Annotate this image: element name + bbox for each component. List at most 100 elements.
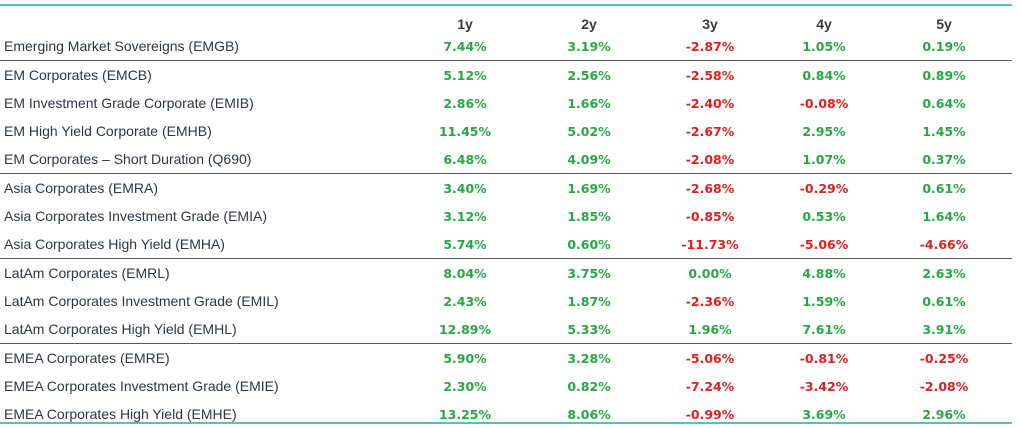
cell-3y: 0.00%: [648, 258, 772, 287]
row-label: LatAm Corporates High Yield (EMHL): [4, 321, 237, 337]
cell-1y: 12.89%: [438, 321, 492, 337]
cell-2y: 1.85%: [567, 208, 611, 224]
cell-2y: 5.02%: [567, 123, 611, 139]
cell-4y: 0.84%: [772, 60, 876, 89]
cell-5y: 0.64%: [922, 95, 966, 111]
cell-3y: -2.67%: [685, 123, 735, 139]
row-label: LatAm Corporates Investment Grade (EMIL): [4, 293, 279, 309]
table-row: Emerging Market Sovereigns (EMGB) 7.44% 3.…: [0, 32, 1012, 61]
cell-3y: -2.68%: [648, 173, 772, 202]
cell-2y: 1.69%: [530, 173, 648, 202]
cell-5y: 0.61%: [922, 293, 966, 309]
cell-1y: 5.12%: [400, 60, 530, 89]
table-row: Asia Corporates Investment Grade (EMIA) 3…: [0, 202, 1012, 230]
cell-1y: 5.90%: [400, 343, 530, 372]
cell-2y: 2.56%: [530, 60, 648, 89]
cell-5y: 0.89%: [876, 60, 1012, 89]
table-row: LatAm Corporates (EMRL) 8.04% 3.75% 0.00% 4.…: [0, 258, 1012, 287]
row-label: EM High Yield Corporate (EMHB): [4, 123, 212, 139]
cell-4y: 3.69%: [802, 406, 846, 422]
cell-3y: -2.08%: [685, 151, 735, 167]
cell-3y: -0.85%: [685, 208, 735, 224]
cell-5y: -2.08%: [919, 378, 969, 394]
cell-2y: 1.87%: [567, 293, 611, 309]
table-row: EM High Yield Corporate (EMHB) 11.45% 5.02…: [0, 117, 1012, 145]
cell-4y: -0.08%: [799, 95, 849, 111]
cell-3y: -7.24%: [685, 378, 735, 394]
row-label: LatAm Corporates (EMRL): [0, 258, 400, 287]
cell-3y: -2.40%: [685, 95, 735, 111]
cell-2y: 8.06%: [567, 406, 611, 422]
cell-4y: -3.42%: [799, 378, 849, 394]
table-row: LatAm Corporates High Yield (EMHL) 12.89%…: [0, 315, 1012, 344]
top-rule: [0, 4, 1012, 6]
returns-table: 1y 2y 3y 4y 5y Emerging Market Sovereign…: [0, 7, 1012, 428]
row-label: EM Corporates (EMCB): [0, 60, 400, 89]
row-label: EM Investment Grade Corporate (EMIB): [4, 95, 254, 111]
cell-4y: 1.05%: [802, 38, 846, 54]
row-label: Asia Corporates High Yield (EMHA): [4, 236, 225, 252]
cell-4y: -5.06%: [799, 236, 849, 252]
cell-3y: -11.73%: [681, 236, 739, 252]
cell-5y: 2.63%: [876, 258, 1012, 287]
column-header-3y: 3y: [702, 16, 718, 32]
cell-2y: 4.09%: [567, 151, 611, 167]
cell-3y: -2.58%: [648, 60, 772, 89]
row-label: EMEA Corporates (EMRE): [0, 343, 400, 372]
table-row: Asia Corporates (EMRA) 3.40% 1.69% -2.68% -0…: [0, 173, 1012, 202]
cell-1y: 2.43%: [443, 293, 487, 309]
cell-4y: 7.61%: [802, 321, 846, 337]
cell-4y: 1.59%: [802, 293, 846, 309]
cell-4y: -0.29%: [772, 173, 876, 202]
row-label: Asia Corporates (EMRA): [0, 173, 400, 202]
cell-4y: -0.81%: [772, 343, 876, 372]
table-row: EMEA Corporates (EMRE) 5.90% 3.28% -5.06% -0…: [0, 343, 1012, 372]
cell-4y: 2.95%: [802, 123, 846, 139]
cell-1y: 7.44%: [443, 38, 487, 54]
cell-2y: 5.33%: [567, 321, 611, 337]
cell-3y: -0.99%: [685, 406, 735, 422]
column-header-1y: 1y: [457, 16, 473, 32]
cell-5y: 0.19%: [922, 38, 966, 54]
cell-3y: -2.87%: [685, 38, 735, 54]
cell-5y: 0.37%: [922, 151, 966, 167]
table-row: EMEA Corporates Investment Grade (EMIE) 2…: [0, 372, 1012, 400]
row-label: EMEA Corporates Investment Grade (EMIE): [4, 378, 279, 394]
row-label: EMEA Corporates High Yield (EMHE): [4, 406, 237, 422]
cell-5y: 1.45%: [922, 123, 966, 139]
cell-3y: -2.36%: [685, 293, 735, 309]
table-row: EM Corporates – Short Duration (Q690) 6.4…: [0, 145, 1012, 174]
bottom-rule: [0, 422, 1012, 424]
row-label: EM Corporates – Short Duration (Q690): [4, 151, 252, 167]
cell-4y: 0.53%: [802, 208, 846, 224]
header-row: 1y 2y 3y 4y 5y: [0, 7, 1012, 32]
header-blank: [0, 7, 400, 32]
cell-1y: 11.45%: [438, 123, 492, 139]
cell-2y: 3.19%: [567, 38, 611, 54]
cell-5y: 3.91%: [922, 321, 966, 337]
cell-5y: 0.61%: [876, 173, 1012, 202]
column-header-2y: 2y: [581, 16, 597, 32]
cell-4y: 1.07%: [802, 151, 846, 167]
row-label: Asia Corporates Investment Grade (EMIA): [4, 208, 267, 224]
cell-2y: 3.75%: [530, 258, 648, 287]
table-body: Emerging Market Sovereigns (EMGB) 7.44% 3.…: [0, 32, 1012, 428]
cell-5y: 1.64%: [922, 208, 966, 224]
cell-1y: 3.40%: [400, 173, 530, 202]
cell-4y: 4.88%: [772, 258, 876, 287]
cell-1y: 6.48%: [443, 151, 487, 167]
table-row: LatAm Corporates Investment Grade (EMIL)…: [0, 287, 1012, 315]
cell-3y: 1.96%: [688, 321, 732, 337]
cell-2y: 3.28%: [530, 343, 648, 372]
table-row: EMEA Corporates High Yield (EMHE) 13.25% 8…: [0, 400, 1012, 428]
cell-1y: 8.04%: [400, 258, 530, 287]
cell-1y: 3.12%: [443, 208, 487, 224]
cell-1y: 2.86%: [443, 95, 487, 111]
cell-1y: 5.74%: [443, 236, 487, 252]
table-row: Asia Corporates High Yield (EMHA) 5.74% 0.…: [0, 230, 1012, 259]
row-label: Emerging Market Sovereigns (EMGB): [4, 38, 239, 54]
cell-2y: 1.66%: [567, 95, 611, 111]
column-header-4y: 4y: [816, 16, 832, 32]
cell-1y: 2.30%: [443, 378, 487, 394]
